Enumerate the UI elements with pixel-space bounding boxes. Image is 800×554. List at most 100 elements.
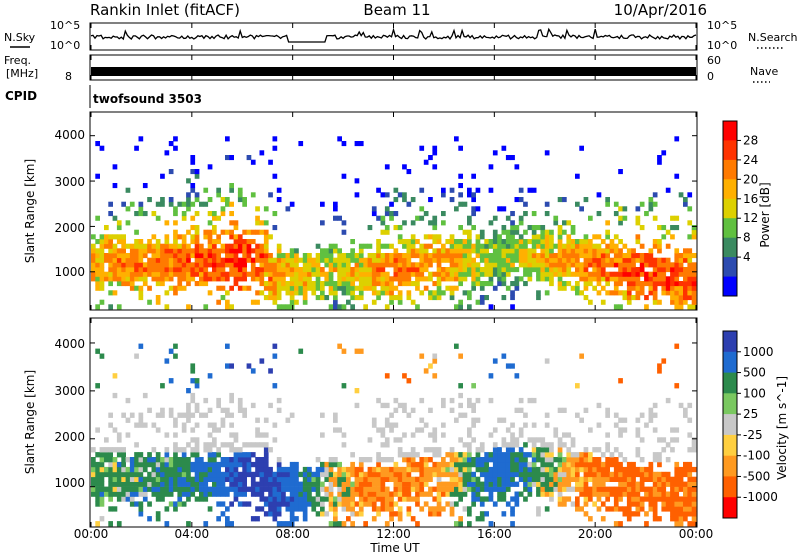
power-cell (635, 239, 641, 245)
power-cell (371, 211, 377, 217)
power-cell (229, 155, 234, 161)
velocity-cell (173, 422, 178, 428)
velocity-cell (212, 457, 217, 463)
power-cell (536, 290, 541, 296)
power-cell (199, 271, 204, 277)
velocity-cell (142, 481, 148, 487)
velocity-cell (454, 521, 459, 527)
power-cell (341, 304, 347, 310)
power-cell (229, 183, 234, 189)
velocity-cell (380, 476, 386, 482)
velocity-cell (160, 491, 165, 497)
velocity-cell (194, 466, 200, 473)
power-cell (212, 267, 217, 273)
power-cell (458, 145, 463, 151)
power-cell (272, 299, 278, 305)
power-cell (302, 257, 308, 263)
power-cell (600, 267, 606, 273)
velocity-cell (475, 461, 481, 468)
velocity-cell (631, 496, 636, 502)
velocity-cell (341, 348, 347, 354)
velocity-cell (380, 481, 386, 487)
power-cell (544, 276, 550, 282)
velocity-cell (415, 501, 420, 507)
velocity-cell (683, 471, 688, 478)
velocity-cell (116, 452, 122, 458)
velocity-cell (363, 471, 368, 478)
velocity-cell (410, 516, 416, 522)
power-cell (449, 290, 455, 296)
power-cell (371, 253, 377, 259)
power-cell (376, 248, 381, 254)
velocity-cell (436, 486, 442, 492)
power-cell (652, 281, 658, 287)
power-cell (657, 276, 662, 282)
velocity-cell (328, 501, 334, 507)
colorbar-tick-label: -1000 (743, 490, 778, 504)
velocity-cell (644, 476, 649, 482)
velocity-cell (674, 491, 680, 497)
power-cell (544, 234, 550, 240)
power-cell (419, 257, 425, 263)
velocity-cell (648, 501, 654, 507)
power-cell (333, 281, 338, 287)
power-cell (467, 187, 472, 193)
power-cell (406, 276, 412, 282)
velocity-cell (618, 486, 623, 492)
velocity-cell (242, 486, 247, 492)
velocity-cell (432, 358, 438, 364)
power-cell (129, 281, 135, 287)
velocity-cell (354, 466, 360, 473)
power-cell (406, 239, 412, 245)
velocity-cell (250, 471, 256, 478)
velocity-cell (678, 521, 684, 527)
power-cell (674, 281, 680, 287)
velocity-cell (622, 471, 628, 478)
power-cell (644, 304, 649, 310)
velocity-cell (432, 353, 438, 359)
velocity-cell (116, 437, 122, 443)
velocity-cell (216, 427, 221, 433)
power-cell (562, 285, 567, 291)
velocity-cell (237, 481, 243, 487)
power-cell (138, 253, 144, 259)
power-cell (95, 285, 100, 291)
power-cell (691, 276, 697, 282)
station-title: Rankin Inlet (fitACF) (90, 1, 240, 19)
power-cell (536, 253, 541, 259)
power-cell (588, 299, 593, 305)
velocity-cell (510, 496, 515, 502)
power-cell (588, 257, 593, 263)
velocity-cell (250, 442, 256, 448)
velocity-cell (177, 476, 183, 482)
velocity-cell (337, 501, 342, 507)
power-cell (423, 267, 429, 273)
velocity-cell (596, 506, 602, 512)
velocity-cell (367, 457, 373, 463)
power-cell (523, 248, 528, 254)
velocity-cell (441, 461, 446, 468)
power-cell (268, 267, 273, 273)
velocity-cell (527, 481, 533, 487)
power-cell (605, 276, 610, 282)
power-cell (428, 234, 433, 240)
power-cell (423, 253, 429, 259)
velocity-cell (160, 457, 165, 463)
velocity-cell (492, 481, 498, 487)
power-cell (479, 253, 485, 259)
power-cell (389, 201, 394, 207)
velocity-cell (471, 461, 476, 468)
power-cell (276, 262, 282, 268)
power-cell (371, 276, 377, 282)
power-cell (657, 248, 662, 254)
power-cell (445, 239, 451, 245)
power-cell (320, 295, 325, 301)
power-cell (661, 276, 667, 282)
power-cell (281, 257, 286, 263)
power-cell (289, 267, 295, 273)
power-cell (441, 253, 446, 259)
velocity-cell (233, 486, 239, 492)
power-cell (626, 262, 632, 268)
velocity-cell (631, 481, 636, 487)
power-cell (510, 220, 515, 226)
